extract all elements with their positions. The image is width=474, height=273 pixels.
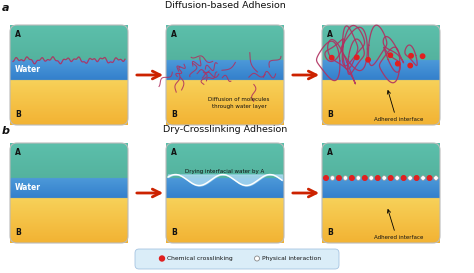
Circle shape xyxy=(408,176,412,180)
Circle shape xyxy=(427,176,432,180)
Text: Adhered interface: Adhered interface xyxy=(374,117,423,122)
Text: Diffusion of molecules
through water layer: Diffusion of molecules through water lay… xyxy=(209,97,270,109)
Text: Chemical crosslinking: Chemical crosslinking xyxy=(167,256,233,261)
Text: Physical interaction: Physical interaction xyxy=(262,256,321,261)
Circle shape xyxy=(366,58,370,62)
Text: b: b xyxy=(2,126,10,136)
FancyBboxPatch shape xyxy=(135,249,339,269)
Text: B: B xyxy=(171,228,177,237)
Circle shape xyxy=(434,176,438,180)
Circle shape xyxy=(421,176,425,180)
Circle shape xyxy=(343,176,348,180)
Circle shape xyxy=(355,55,359,60)
Text: A: A xyxy=(15,148,21,157)
Circle shape xyxy=(388,53,392,57)
Circle shape xyxy=(382,176,386,180)
Circle shape xyxy=(414,176,419,180)
Circle shape xyxy=(395,176,400,180)
Circle shape xyxy=(330,176,335,180)
Text: a: a xyxy=(2,3,9,13)
Text: B: B xyxy=(15,228,21,237)
Circle shape xyxy=(396,61,400,66)
Text: Dry-Crosslinking Adhesion: Dry-Crosslinking Adhesion xyxy=(163,125,287,134)
Circle shape xyxy=(356,176,361,180)
Text: Adhered interface: Adhered interface xyxy=(374,235,423,240)
Text: B: B xyxy=(327,110,333,119)
Text: A: A xyxy=(327,148,333,157)
Circle shape xyxy=(401,176,406,180)
Circle shape xyxy=(324,176,328,180)
Circle shape xyxy=(255,256,259,261)
Circle shape xyxy=(363,176,367,180)
Circle shape xyxy=(337,176,341,180)
Circle shape xyxy=(420,54,425,58)
Circle shape xyxy=(409,54,413,58)
Text: B: B xyxy=(171,110,177,119)
Text: Diffusion-based Adhesion: Diffusion-based Adhesion xyxy=(164,1,285,10)
Text: Water: Water xyxy=(15,66,41,75)
Circle shape xyxy=(408,63,412,68)
Circle shape xyxy=(375,176,380,180)
Text: A: A xyxy=(171,30,177,39)
Circle shape xyxy=(369,176,374,180)
Circle shape xyxy=(329,55,334,60)
Text: Drying interfacial water by A: Drying interfacial water by A xyxy=(185,168,264,174)
Text: A: A xyxy=(171,148,177,157)
Circle shape xyxy=(350,176,354,180)
Text: A: A xyxy=(327,30,333,39)
Circle shape xyxy=(388,176,393,180)
Text: Water: Water xyxy=(15,183,41,192)
Text: B: B xyxy=(15,110,21,119)
Text: B: B xyxy=(327,228,333,237)
Circle shape xyxy=(159,256,164,261)
Text: A: A xyxy=(15,30,21,39)
